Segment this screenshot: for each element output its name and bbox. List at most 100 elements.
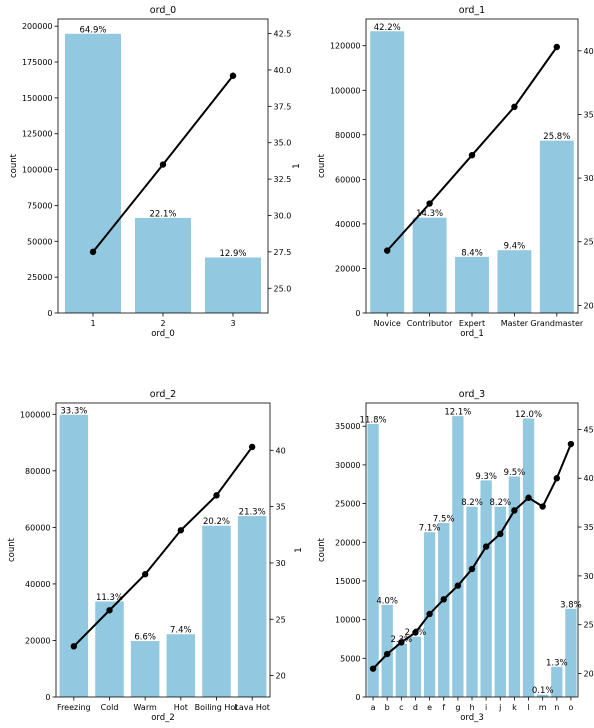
line-point bbox=[567, 440, 575, 448]
y2-tick-label: 20 bbox=[276, 672, 286, 681]
y-axis-label: count bbox=[7, 537, 17, 562]
y2-tick-label: 45 bbox=[584, 425, 594, 434]
x-tick-label: Warm bbox=[134, 703, 157, 712]
chart-title: ord_3 bbox=[459, 389, 485, 400]
line-point bbox=[384, 650, 391, 658]
y-tick-label: 40000 bbox=[335, 220, 360, 229]
x-axis-label: ord_1 bbox=[460, 329, 484, 339]
x-tick-label: Expert bbox=[459, 319, 485, 328]
y2-tick-label: 30 bbox=[584, 572, 594, 581]
y2-tick-label: 35 bbox=[584, 110, 594, 119]
y2-tick-label: 20 bbox=[584, 670, 594, 679]
x-tick-label: 2 bbox=[160, 319, 165, 328]
line-point bbox=[213, 492, 220, 499]
y2-tick-label: 40 bbox=[584, 47, 594, 56]
y-tick-label: 25000 bbox=[335, 500, 360, 509]
y-tick-label: 5000 bbox=[340, 654, 360, 663]
line-point bbox=[525, 494, 532, 501]
y-tick-label: 30000 bbox=[335, 461, 360, 470]
x-tick-label: l bbox=[527, 703, 529, 712]
y2-tick-label: 35 bbox=[276, 503, 286, 512]
x-tick-label: k bbox=[512, 703, 517, 712]
bar-m bbox=[537, 694, 549, 697]
line-point bbox=[511, 103, 518, 111]
bar-percent-label: 6.6% bbox=[134, 633, 156, 643]
bar-boiling-hot bbox=[202, 525, 231, 697]
line-point bbox=[398, 639, 405, 646]
y-tick-label: 60000 bbox=[25, 523, 50, 532]
y2-tick-label: 25 bbox=[584, 238, 594, 247]
bar-percent-label: 12.1% bbox=[444, 408, 471, 418]
bar-percent-label: 1.3% bbox=[546, 658, 568, 668]
bar-1 bbox=[65, 33, 121, 314]
bar-grandmaster bbox=[539, 140, 574, 313]
y-tick-label: 80000 bbox=[25, 467, 50, 476]
y2-tick-label: 37.5 bbox=[274, 102, 292, 111]
y2-tick-label: 35.0 bbox=[274, 139, 292, 148]
bar-percent-label: 14.3% bbox=[416, 209, 443, 219]
y-tick-label: 120000 bbox=[330, 42, 361, 51]
line-point bbox=[369, 665, 377, 672]
x-tick-label: i bbox=[485, 703, 487, 712]
y-tick-label: 100000 bbox=[20, 410, 51, 419]
y-axis-label: count bbox=[317, 153, 327, 178]
line-point bbox=[468, 151, 476, 159]
y2-tick-label: 30.0 bbox=[274, 211, 292, 220]
chart-title: ord_1 bbox=[459, 5, 485, 16]
bar-f bbox=[438, 522, 450, 697]
y-tick-label: 40000 bbox=[25, 580, 50, 589]
x-tick-label: Contributor bbox=[407, 319, 453, 328]
x-tick-label: Novice bbox=[374, 319, 401, 328]
bar-warm bbox=[130, 641, 160, 697]
x-tick-label: n bbox=[554, 703, 559, 712]
bar-percent-label: 9.4% bbox=[504, 242, 526, 252]
y2-tick-label: 40 bbox=[276, 446, 286, 455]
x-tick-label: 3 bbox=[230, 319, 235, 328]
x-tick-label: g bbox=[455, 703, 460, 712]
x-tick-label: h bbox=[469, 703, 474, 712]
x-tick-label: Lava Hot bbox=[234, 703, 270, 712]
y2-tick-label: 30 bbox=[276, 559, 286, 568]
bar-percent-label: 0.1% bbox=[532, 686, 554, 696]
bar-o bbox=[565, 608, 577, 697]
y-tick-label: 15000 bbox=[335, 577, 360, 586]
bar-percent-label: 7.5% bbox=[433, 514, 455, 524]
bar-percent-label: 12.9% bbox=[219, 249, 246, 259]
line-point bbox=[482, 543, 490, 550]
x-tick-label: d bbox=[413, 703, 418, 712]
bar-percent-label: 21.3% bbox=[239, 508, 266, 518]
y2-tick-label: 40.0 bbox=[274, 66, 292, 75]
x-tick-label: e bbox=[427, 703, 432, 712]
bar-h bbox=[466, 506, 478, 697]
bar-g bbox=[452, 416, 464, 697]
x-tick-label: o bbox=[568, 703, 573, 712]
bar-master bbox=[497, 250, 532, 313]
y-tick-label: 200000 bbox=[22, 22, 53, 31]
y-tick-label: 80000 bbox=[335, 131, 360, 140]
bar-percent-label: 3.8% bbox=[560, 600, 582, 610]
y-tick-label: 20000 bbox=[335, 538, 360, 547]
y2-tick-label: 40 bbox=[584, 474, 594, 483]
chart-title: ord_2 bbox=[150, 389, 176, 400]
line-point bbox=[177, 527, 185, 534]
bar-percent-label: 42.2% bbox=[374, 23, 401, 33]
y-tick-label: 75000 bbox=[27, 201, 52, 210]
x-tick-label: Hot bbox=[174, 703, 188, 712]
bar-percent-label: 11.3% bbox=[96, 593, 123, 603]
y2-axis-label: 1 bbox=[294, 547, 304, 552]
bar-contributor bbox=[412, 217, 447, 313]
x-axis-label: ord_0 bbox=[151, 329, 175, 339]
x-tick-label: m bbox=[539, 703, 547, 712]
bar-k bbox=[508, 476, 521, 697]
bar-percent-label: 8.4% bbox=[461, 248, 483, 258]
y-tick-label: 175000 bbox=[22, 58, 53, 67]
bar-percent-label: 7.1% bbox=[419, 524, 441, 534]
y-tick-label: 50000 bbox=[27, 237, 52, 246]
chart-ord-0: 64.9%22.1%12.9%0250005000075000100000125… bbox=[9, 5, 302, 339]
y2-tick-label: 32.5 bbox=[274, 175, 292, 184]
chart-ord-2: 33.3% 11.3% 6.6% 7.4% 20.2% 21.3% 0 20000 40000 6… bbox=[7, 389, 304, 723]
y2-tick-label: 25.0 bbox=[274, 284, 292, 293]
bar-d bbox=[409, 636, 422, 697]
chart-ord-3: 11.8%4.0%2.3%2.6%7.1%7.5%12.1%8.2%9.3%8.… bbox=[317, 389, 594, 723]
